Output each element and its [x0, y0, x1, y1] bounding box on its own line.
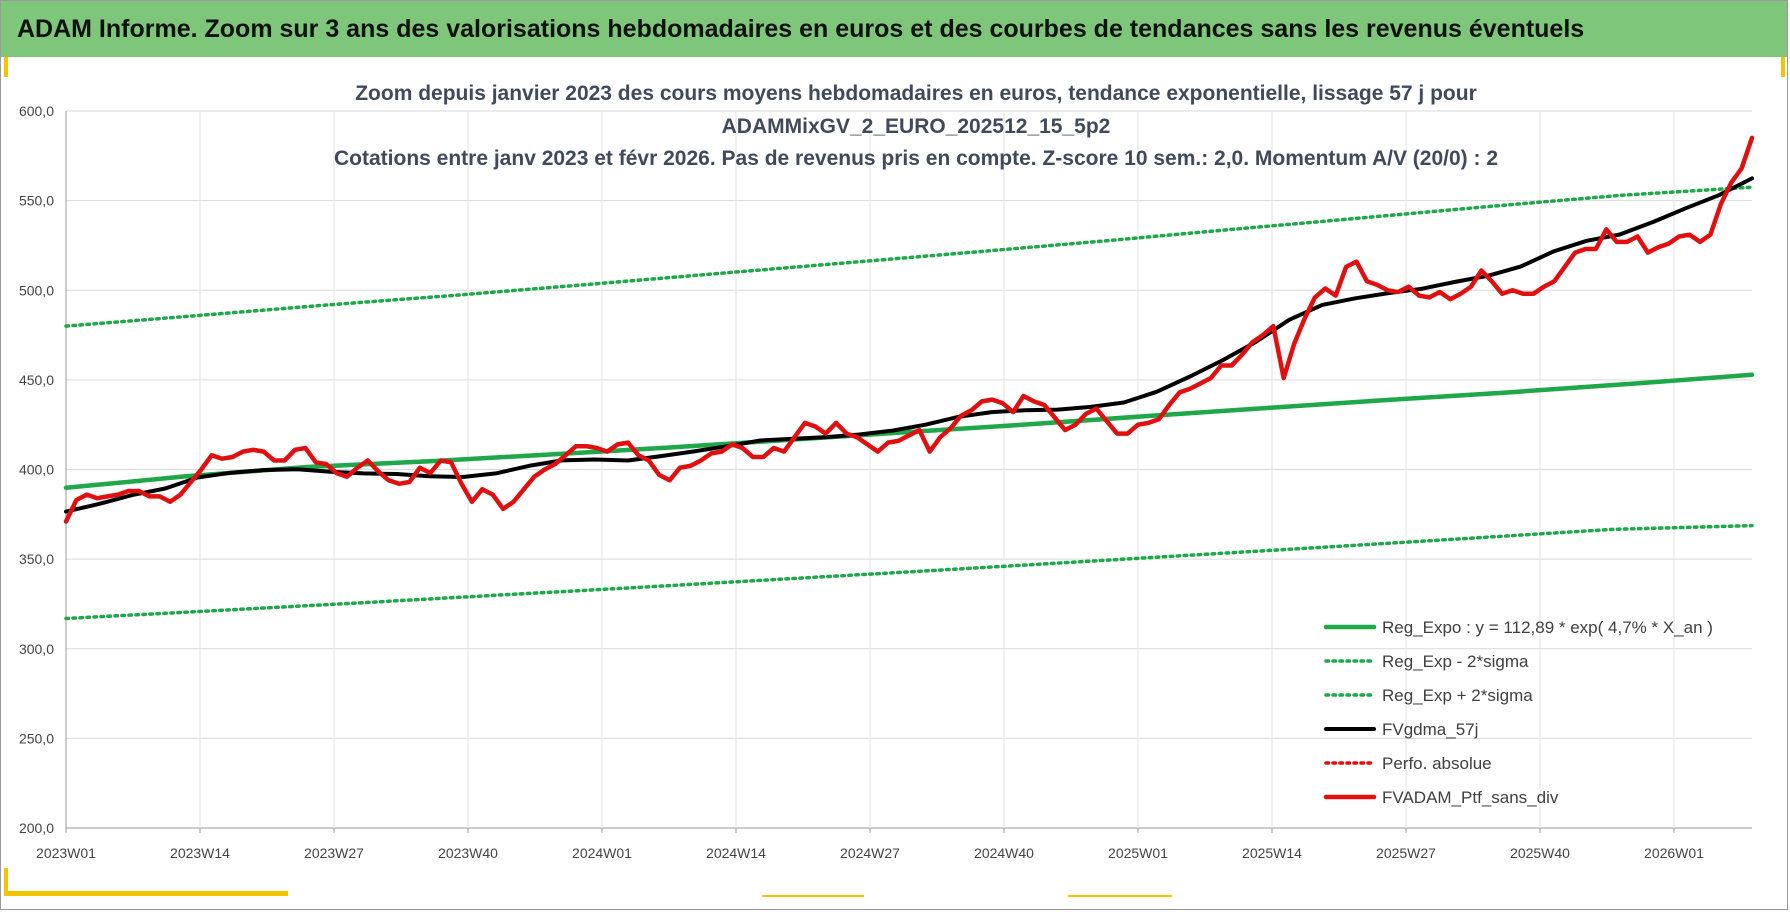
accent-bar-bottom-left [4, 868, 8, 894]
legend-label: FVADAM_Ptf_sans_div [1382, 788, 1559, 807]
series-line-2 [64, 185, 1754, 328]
accent-mark-bottom-1 [762, 895, 864, 897]
accent-bar-top-left [4, 57, 8, 77]
legend-label: Reg_Exp - 2*sigma [1382, 652, 1529, 671]
x-tick-label: 2023W40 [438, 845, 498, 861]
y-tick-label: 250,0 [19, 730, 54, 746]
chart-title-line: ADAMMixGV_2_EURO_202512_15_5p2 [722, 115, 1111, 138]
header-bar: ADAM Informe. Zoom sur 3 ans des valoris… [1, 1, 1787, 57]
series-line-0 [63, 372, 1755, 491]
x-tick-label: 2024W27 [840, 845, 900, 861]
y-tick-label: 600,0 [19, 103, 54, 119]
x-tick-label: 2023W14 [170, 845, 230, 861]
y-tick-label: 450,0 [19, 372, 54, 388]
y-tick-label: 550,0 [19, 193, 54, 209]
chart-title-line: Cotations entre janv 2023 et févr 2026. … [334, 147, 1498, 170]
x-axis: 2023W01 2023W14 2023W27 2023W40 2024W01 2024W… [36, 845, 1704, 861]
accent-bar-bottom [4, 891, 288, 896]
x-tick-label: 2024W01 [572, 845, 632, 861]
y-tick-label: 500,0 [19, 282, 54, 298]
x-tick-label: 2024W14 [706, 845, 766, 861]
legend: Reg_Expo : y = 112,89 * exp( 4,7% * X_an… [1323, 618, 1713, 807]
accent-bar-top-right [1781, 57, 1785, 77]
series-line-5 [63, 135, 1755, 524]
page-title: ADAM Informe. Zoom sur 3 ans des valoris… [17, 15, 1585, 43]
legend-label: Perfo. absolue [1382, 754, 1492, 773]
x-tick-label: 2025W14 [1242, 845, 1302, 861]
x-tick-label: 2025W01 [1108, 845, 1168, 861]
accent-mark-bottom-2 [1068, 895, 1172, 897]
x-tick-label: 2024W40 [974, 845, 1034, 861]
x-tick-label: 2023W01 [36, 845, 96, 861]
series-line-1 [64, 523, 1754, 621]
series-lines [63, 135, 1755, 621]
y-tick-label: 200,0 [19, 820, 54, 836]
chart-title-line: Zoom depuis janvier 2023 des cours moyen… [355, 82, 1477, 105]
legend-label: Reg_Exp + 2*sigma [1382, 686, 1533, 705]
x-tick-label: 2025W27 [1376, 845, 1436, 861]
series-line-3 [64, 176, 1754, 514]
y-axis: 200,0 250,0 300,0 350,0 400,0 450,0 500,0 550,0… [19, 103, 54, 836]
chart-title: Zoom depuis janvier 2023 des cours moyen… [334, 82, 1498, 170]
y-tick-label: 400,0 [19, 462, 54, 478]
x-tick-label: 2023W27 [304, 845, 364, 861]
y-tick-label: 300,0 [19, 641, 54, 657]
legend-label: FVgdma_57j [1382, 720, 1478, 739]
x-tick-label: 2025W40 [1510, 845, 1570, 861]
legend-label: Reg_Expo : y = 112,89 * exp( 4,7% * X_an… [1382, 618, 1713, 637]
y-tick-label: 350,0 [19, 551, 54, 567]
x-tick-label: 2026W01 [1644, 845, 1704, 861]
